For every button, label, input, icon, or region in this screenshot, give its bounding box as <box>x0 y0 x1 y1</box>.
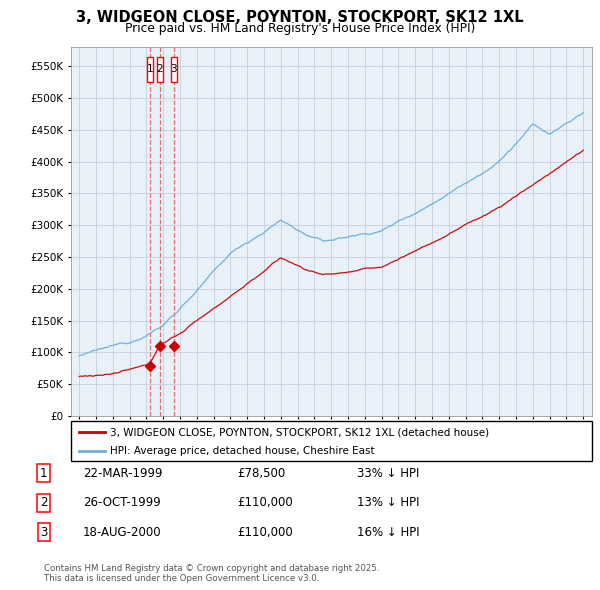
FancyBboxPatch shape <box>71 421 592 461</box>
Text: 13% ↓ HPI: 13% ↓ HPI <box>357 496 419 509</box>
Text: HPI: Average price, detached house, Cheshire East: HPI: Average price, detached house, Ches… <box>110 445 374 455</box>
Text: £110,000: £110,000 <box>237 496 293 509</box>
Text: 2: 2 <box>40 496 47 509</box>
Text: 26-OCT-1999: 26-OCT-1999 <box>83 496 161 509</box>
FancyBboxPatch shape <box>157 57 163 81</box>
Text: Contains HM Land Registry data © Crown copyright and database right 2025.
This d: Contains HM Land Registry data © Crown c… <box>44 563 379 583</box>
Text: Price paid vs. HM Land Registry's House Price Index (HPI): Price paid vs. HM Land Registry's House … <box>125 22 475 35</box>
Text: 18-AUG-2000: 18-AUG-2000 <box>83 526 161 539</box>
Text: 3: 3 <box>40 526 47 539</box>
Text: 3, WIDGEON CLOSE, POYNTON, STOCKPORT, SK12 1XL (detached house): 3, WIDGEON CLOSE, POYNTON, STOCKPORT, SK… <box>110 428 489 438</box>
Text: 3, WIDGEON CLOSE, POYNTON, STOCKPORT, SK12 1XL: 3, WIDGEON CLOSE, POYNTON, STOCKPORT, SK… <box>76 10 524 25</box>
Text: 3: 3 <box>170 64 177 74</box>
Text: 1: 1 <box>40 467 47 480</box>
Text: 1: 1 <box>146 64 153 74</box>
FancyBboxPatch shape <box>147 57 153 81</box>
Text: 2: 2 <box>157 64 163 74</box>
FancyBboxPatch shape <box>171 57 177 81</box>
Text: £78,500: £78,500 <box>237 467 285 480</box>
Text: £110,000: £110,000 <box>237 526 293 539</box>
Text: 22-MAR-1999: 22-MAR-1999 <box>83 467 162 480</box>
Text: 33% ↓ HPI: 33% ↓ HPI <box>357 467 419 480</box>
Text: 16% ↓ HPI: 16% ↓ HPI <box>357 526 419 539</box>
